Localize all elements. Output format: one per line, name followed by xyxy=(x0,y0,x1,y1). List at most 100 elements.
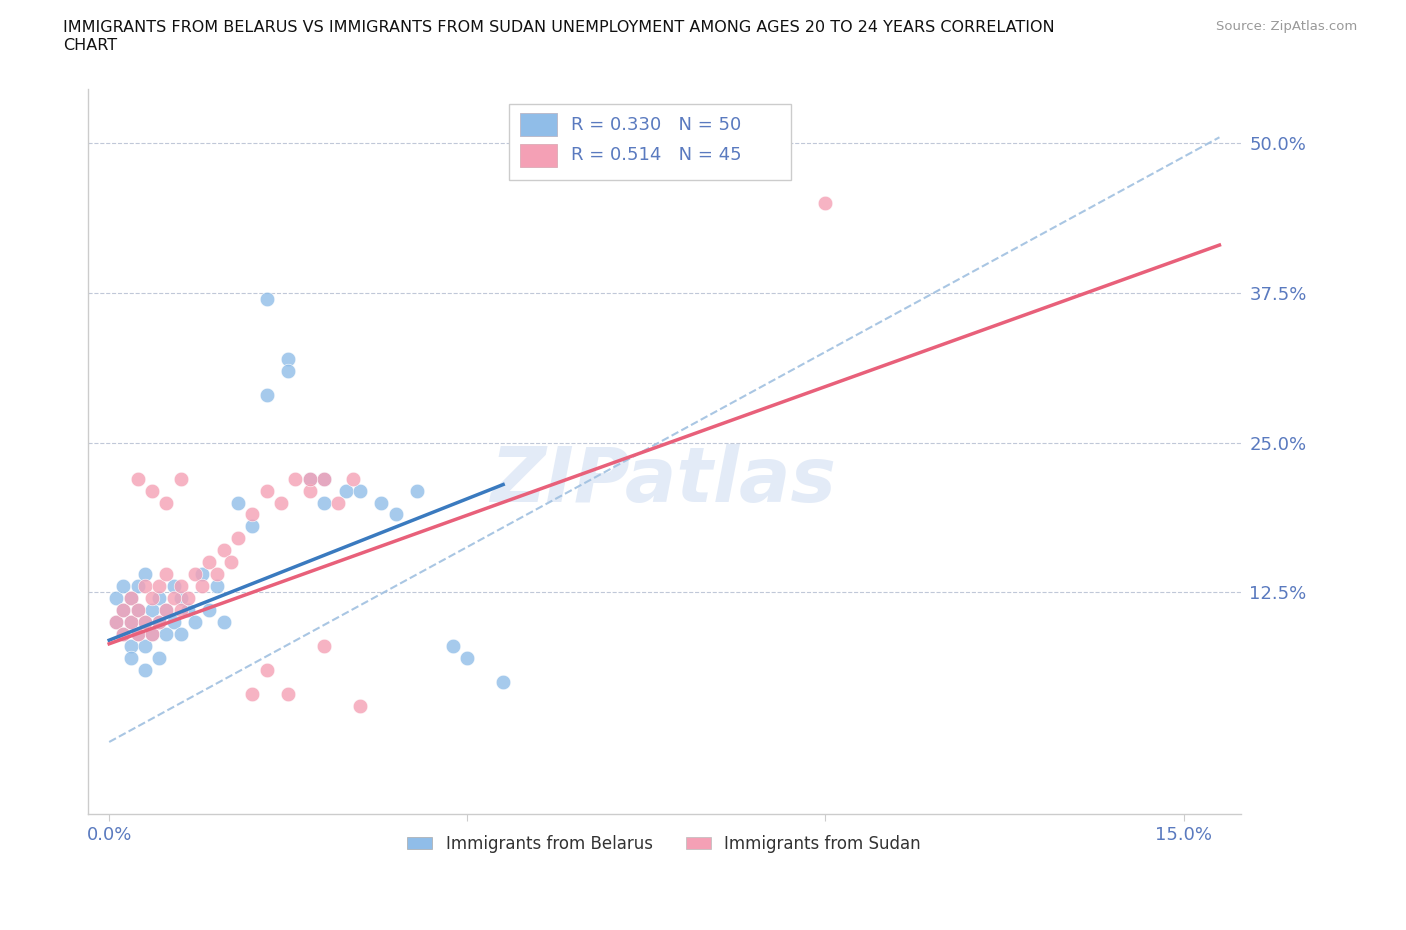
Point xyxy=(242,507,264,522)
Text: R = 0.330   N = 50: R = 0.330 N = 50 xyxy=(571,116,741,134)
Point xyxy=(256,291,278,306)
Point xyxy=(120,651,142,666)
Point xyxy=(148,651,170,666)
Point xyxy=(141,627,163,642)
Point xyxy=(177,603,200,618)
Point xyxy=(155,603,177,618)
Text: IMMIGRANTS FROM BELARUS VS IMMIGRANTS FROM SUDAN UNEMPLOYMENT AMONG AGES 20 TO 2: IMMIGRANTS FROM BELARUS VS IMMIGRANTS FR… xyxy=(63,20,1054,53)
Point xyxy=(256,483,278,498)
Point xyxy=(112,627,135,642)
Point xyxy=(277,352,299,366)
Point xyxy=(162,615,184,630)
Point xyxy=(342,472,364,486)
Point xyxy=(284,472,307,486)
Point xyxy=(219,555,242,570)
Point xyxy=(312,472,335,486)
Point xyxy=(170,591,193,605)
Text: ZIPatlas: ZIPatlas xyxy=(491,444,838,518)
Point xyxy=(127,627,149,642)
Point xyxy=(205,578,228,593)
Point xyxy=(155,603,177,618)
Point xyxy=(112,627,135,642)
Point xyxy=(191,567,214,582)
Point xyxy=(298,483,321,498)
Point xyxy=(312,472,335,486)
Point xyxy=(184,615,207,630)
Text: R = 0.514   N = 45: R = 0.514 N = 45 xyxy=(571,146,741,165)
Point xyxy=(134,639,156,654)
Point xyxy=(212,615,235,630)
Point xyxy=(212,543,235,558)
Point xyxy=(328,495,350,510)
Point xyxy=(226,495,249,510)
Point xyxy=(814,195,837,210)
Point xyxy=(242,686,264,701)
Point xyxy=(492,674,515,689)
Point xyxy=(134,615,156,630)
Point xyxy=(312,495,335,510)
Point xyxy=(184,567,207,582)
Point xyxy=(270,495,292,510)
Point xyxy=(170,578,193,593)
Point xyxy=(349,483,371,498)
Point xyxy=(277,686,299,701)
Point xyxy=(105,615,128,630)
Point xyxy=(256,663,278,678)
Point xyxy=(312,639,335,654)
Point xyxy=(226,531,249,546)
Point xyxy=(205,567,228,582)
Point xyxy=(141,627,163,642)
Point xyxy=(349,698,371,713)
Point xyxy=(242,519,264,534)
Point xyxy=(127,627,149,642)
Point xyxy=(384,507,406,522)
Point xyxy=(148,615,170,630)
Point xyxy=(112,578,135,593)
Point xyxy=(198,555,221,570)
Point xyxy=(170,603,193,618)
Point xyxy=(298,472,321,486)
Point xyxy=(127,603,149,618)
Point xyxy=(105,591,128,605)
FancyBboxPatch shape xyxy=(509,104,792,179)
Point xyxy=(277,364,299,379)
Point xyxy=(148,591,170,605)
FancyBboxPatch shape xyxy=(520,144,557,166)
Point xyxy=(406,483,429,498)
Point xyxy=(170,627,193,642)
Point xyxy=(456,651,478,666)
Point xyxy=(134,615,156,630)
Point xyxy=(370,495,392,510)
Point xyxy=(141,483,163,498)
Point xyxy=(441,639,464,654)
Point xyxy=(134,567,156,582)
Point xyxy=(155,567,177,582)
Point xyxy=(127,603,149,618)
Point xyxy=(148,615,170,630)
Point xyxy=(177,591,200,605)
Point xyxy=(127,472,149,486)
Point xyxy=(120,591,142,605)
Point xyxy=(127,578,149,593)
FancyBboxPatch shape xyxy=(520,113,557,137)
Point xyxy=(162,591,184,605)
Point xyxy=(112,603,135,618)
Point xyxy=(120,591,142,605)
Point xyxy=(120,615,142,630)
Point xyxy=(141,603,163,618)
Point xyxy=(191,578,214,593)
Point xyxy=(162,578,184,593)
Point xyxy=(105,615,128,630)
Point xyxy=(335,483,357,498)
Point xyxy=(198,603,221,618)
Point xyxy=(155,627,177,642)
Point xyxy=(120,639,142,654)
Point xyxy=(120,615,142,630)
Point xyxy=(298,472,321,486)
Point xyxy=(256,387,278,402)
Text: Source: ZipAtlas.com: Source: ZipAtlas.com xyxy=(1216,20,1357,33)
Legend: Immigrants from Belarus, Immigrants from Sudan: Immigrants from Belarus, Immigrants from… xyxy=(401,829,928,860)
Point xyxy=(134,578,156,593)
Point xyxy=(148,578,170,593)
Point xyxy=(155,495,177,510)
